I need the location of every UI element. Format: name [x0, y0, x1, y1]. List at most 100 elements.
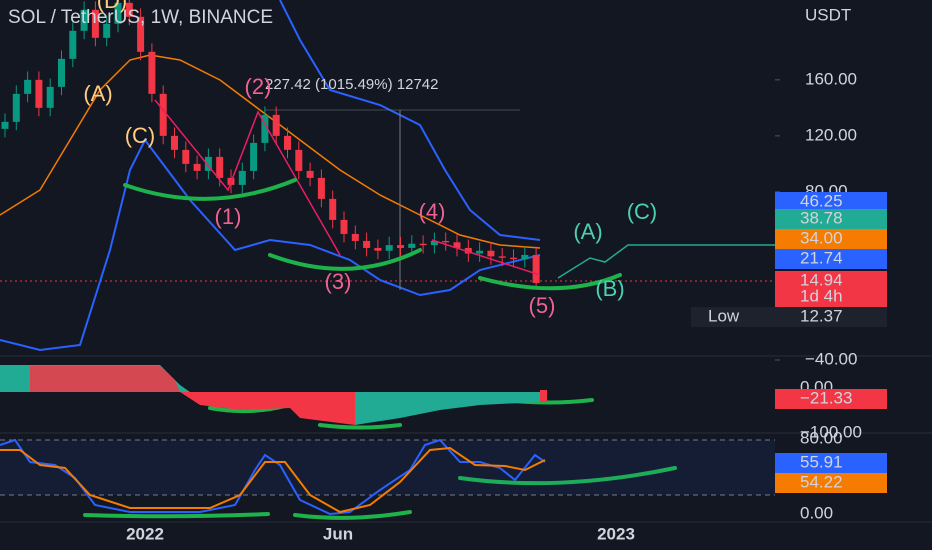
histogram-recovery	[355, 392, 540, 425]
price-tag	[775, 229, 887, 249]
price-unit: USDT	[805, 5, 851, 24]
candle-body	[498, 256, 506, 258]
candle-body	[442, 240, 450, 243]
osc-tag	[775, 389, 887, 409]
projection-line	[557, 244, 775, 279]
wave-label: (5)	[529, 293, 556, 318]
candle-body	[58, 58, 65, 87]
candle-body	[487, 250, 495, 257]
candle-body	[532, 254, 540, 283]
time-label: 2023	[597, 524, 635, 543]
candle-body	[385, 245, 393, 251]
curve	[293, 510, 412, 520]
stoch-band	[0, 440, 775, 495]
candle-body	[363, 240, 371, 248]
price-tag	[775, 249, 887, 269]
symbol-title: SOL / TetherUS, 1W, BINANCE	[8, 7, 273, 28]
osc-tag	[775, 473, 887, 493]
candle-body	[284, 135, 291, 150]
osc-tick-label: 80.00	[800, 428, 843, 447]
candle-body	[419, 243, 427, 246]
measure-label: 227.42 (1015.49%) 12742	[265, 76, 438, 93]
candle-body	[171, 135, 178, 150]
candle-body	[148, 51, 156, 94]
candle-body	[1, 121, 9, 129]
histogram-last	[540, 390, 547, 402]
candle-body	[103, 23, 111, 38]
candle-body	[295, 149, 303, 171]
candle-body	[261, 114, 269, 143]
price-tag-value: 34.00	[800, 228, 843, 247]
price-tick-label: 120.00	[805, 125, 857, 144]
candle-body	[464, 247, 472, 254]
candle-body	[137, 16, 145, 52]
candle-body	[272, 114, 280, 136]
candle-body	[397, 245, 404, 248]
price-tick-label: −40.00	[805, 349, 857, 368]
wave-label: (3)	[325, 269, 352, 294]
candle-body	[216, 156, 224, 178]
price-tick-label: 160.00	[805, 69, 857, 88]
osc-tag-value: −21.33	[800, 388, 852, 407]
histogram-fade	[30, 366, 180, 392]
osc-tick-label: 0.00	[800, 503, 833, 522]
wave-label: (C)	[125, 123, 156, 148]
candle-body	[35, 79, 43, 108]
price-tag-value: 46.25	[800, 191, 843, 210]
wave-label: (A)	[573, 219, 602, 244]
wave-label: (2)	[245, 74, 272, 99]
wave-label: (C)	[627, 199, 658, 224]
candle-body	[317, 177, 325, 199]
candle-body	[91, 9, 99, 38]
wave-label: (D)	[97, 0, 128, 13]
candle-body	[306, 170, 314, 178]
candle-body	[453, 242, 461, 248]
price-tag-value: 1d 4h	[800, 286, 843, 305]
time-label: Jun	[323, 524, 353, 543]
osc-tag	[775, 453, 887, 473]
wave-label: (1)	[215, 204, 242, 229]
candle-body	[351, 233, 359, 241]
wave-lines	[154, 99, 541, 276]
osc-tick-label: −100.00	[800, 422, 862, 441]
candle-body	[476, 250, 484, 254]
curve	[83, 512, 270, 519]
candle-body	[12, 93, 20, 122]
histogram-negative	[180, 392, 355, 425]
wave-label: (A)	[83, 81, 112, 106]
price-tag-value: 21.74	[800, 248, 843, 267]
curve	[458, 466, 677, 486]
moving-average	[0, 54, 541, 249]
low-label-box	[691, 307, 775, 327]
curve	[268, 248, 422, 271]
low-value: 12.37	[800, 306, 843, 325]
time-label: 2022	[126, 524, 164, 543]
candle-body	[24, 79, 32, 94]
price-tag-value: 38.78	[800, 208, 843, 227]
price-tag	[775, 271, 887, 291]
candle-body	[430, 240, 438, 246]
candle-body	[204, 156, 212, 171]
osc-tag-value: 54.22	[800, 472, 843, 491]
bollinger-lower	[0, 138, 541, 352]
price-tag	[775, 287, 887, 307]
candle-body	[340, 219, 348, 234]
candle-body	[329, 198, 337, 220]
candle-body	[114, 2, 122, 24]
wave-label: (4)	[419, 199, 446, 224]
candle-body	[125, 2, 133, 17]
candle-body	[182, 149, 190, 164]
candle-body	[510, 257, 517, 260]
candle-body	[46, 86, 54, 108]
candle-body	[193, 163, 201, 171]
candle-body	[159, 93, 167, 136]
candle-body	[69, 30, 77, 59]
candle-body	[250, 142, 258, 171]
candle-body	[408, 243, 416, 248]
candle-body	[238, 170, 246, 185]
curve	[318, 423, 402, 430]
candle-body	[80, 9, 88, 31]
stoch-d	[0, 446, 546, 514]
